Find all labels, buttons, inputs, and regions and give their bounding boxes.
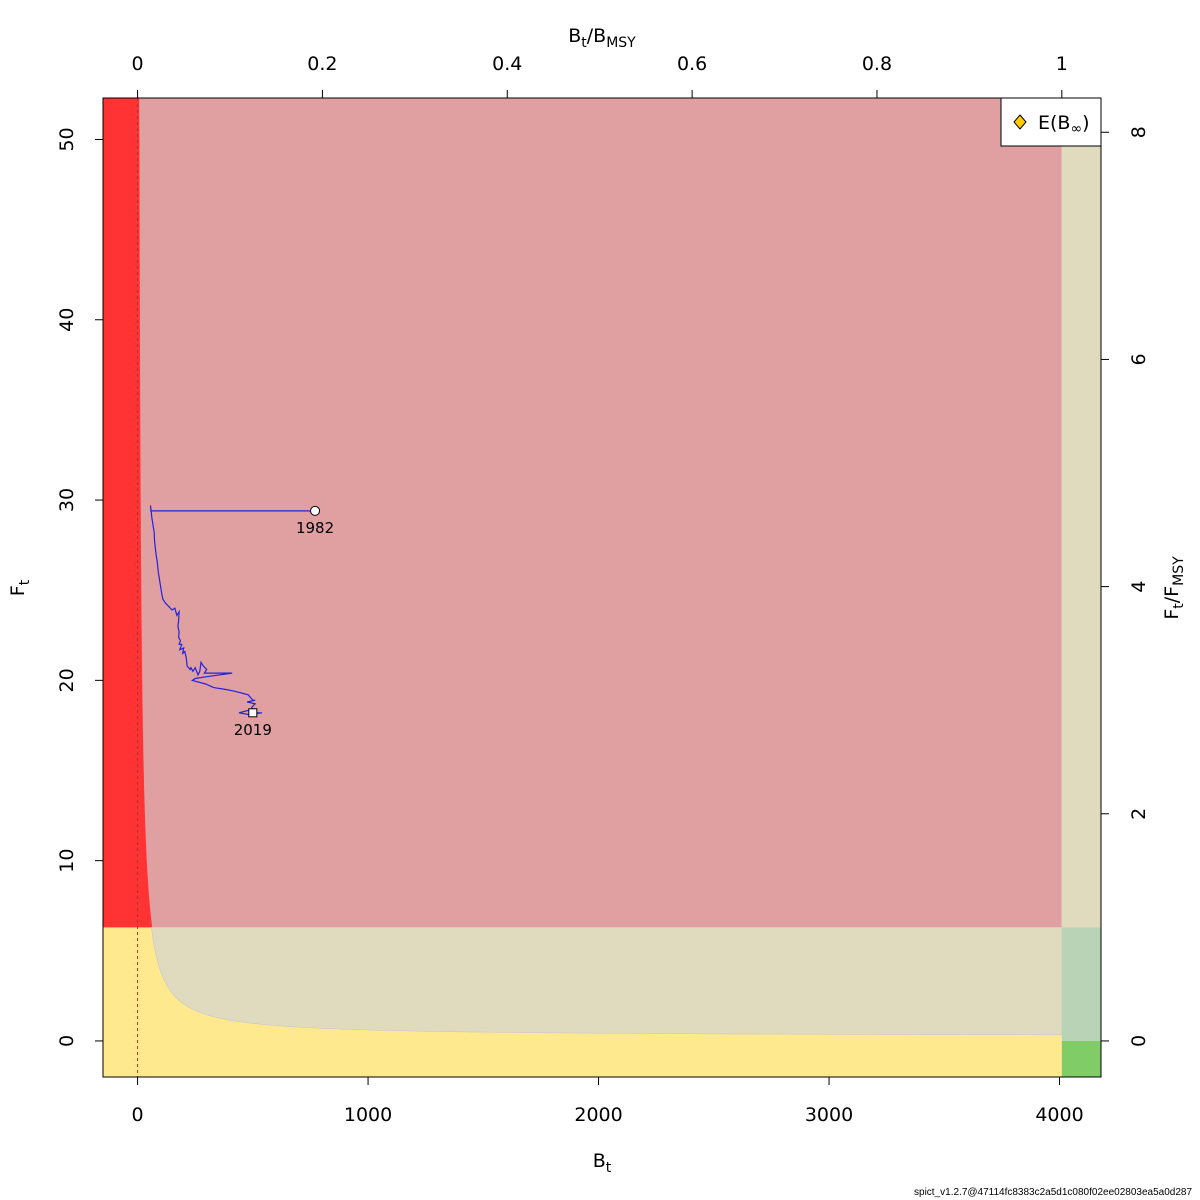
y-tick-label: 10 xyxy=(56,849,78,873)
top-tick-label: 0 xyxy=(132,53,144,75)
y-tick-label: 20 xyxy=(56,668,78,692)
x-tick-label: 3000 xyxy=(805,1104,853,1126)
x-axis-title: Bt xyxy=(593,1150,612,1176)
footer-version: spict_v1.2.7@47114fc8383c2a5d1c080f02ee0… xyxy=(914,1187,1192,1198)
right-tick-label: 6 xyxy=(1128,353,1150,365)
x-tick-label: 2000 xyxy=(574,1104,622,1126)
point-label-2019: 2019 xyxy=(234,721,272,739)
trajectory-points: 1982 2019 xyxy=(234,505,334,739)
y-tick-label: 50 xyxy=(56,127,78,151)
trajectory-line xyxy=(149,505,315,716)
zone-band xyxy=(151,927,1063,1036)
y-axis-title: Ft xyxy=(7,579,33,596)
top-tick-label: 0.2 xyxy=(307,53,337,75)
zone-target-overlap xyxy=(1061,927,1101,1041)
zone-green xyxy=(1061,1040,1101,1077)
top-tick-label: 0.6 xyxy=(677,53,707,75)
trajectory-path xyxy=(149,505,315,716)
x-tick-label: 1000 xyxy=(344,1104,392,1126)
zone-backgrounds xyxy=(103,98,1101,1077)
point-2019 xyxy=(248,708,258,718)
top-tick-label: 0.8 xyxy=(862,53,892,75)
y-tick-label: 30 xyxy=(56,488,78,512)
top-tick-label: 0.4 xyxy=(492,53,522,75)
x-tick-label: 0 xyxy=(132,1104,144,1126)
right-tick-label: 4 xyxy=(1128,581,1150,593)
right-axis-title: Ft/FMSY xyxy=(1161,556,1187,620)
zone-above-bmsy-overfishing xyxy=(1061,98,1101,928)
plot-frame xyxy=(102,97,1102,1078)
right-tick-label: 8 xyxy=(1128,126,1150,138)
legend: E(B∞) xyxy=(1000,97,1102,147)
right-tick-label: 0 xyxy=(1128,1035,1150,1047)
zone-collapse xyxy=(103,98,153,928)
top-axis-title: Bt/BMSY xyxy=(568,25,636,51)
legend-diamond-icon xyxy=(1013,114,1027,130)
point-label-1982: 1982 xyxy=(296,519,334,537)
legend-label: E(B∞) xyxy=(1038,112,1090,137)
y-tick-label: 40 xyxy=(56,308,78,332)
x-tick-label: 4000 xyxy=(1035,1104,1083,1126)
zone-overfishing xyxy=(103,98,1062,928)
y-tick-label: 0 xyxy=(56,1035,78,1047)
top-tick-label: 1 xyxy=(1056,53,1068,75)
point-1982 xyxy=(310,505,321,516)
right-tick-label: 2 xyxy=(1128,808,1150,820)
